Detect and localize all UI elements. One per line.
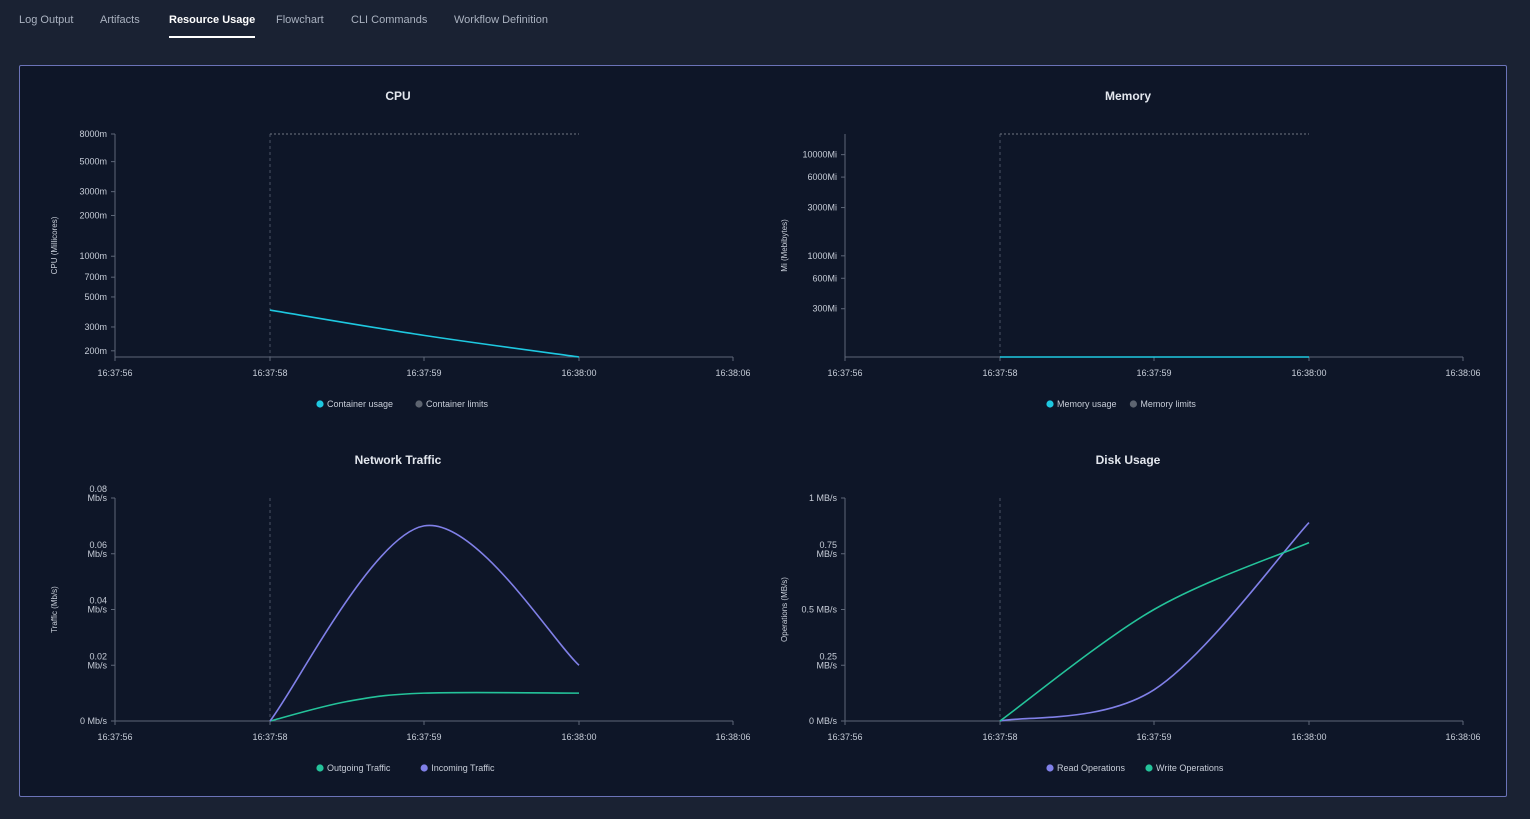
network-chart: Network Traffic Traffic (Mb/s) 0.08 Mb/s 0.0… <box>20 430 750 790</box>
memory-legend-swatch <box>1129 400 1137 408</box>
memory-title: Memory <box>1105 89 1151 103</box>
memory-chart: Memory Mi (Mebibytes) 10000Mi 6000Mi 3000Mi 1… <box>750 66 1480 426</box>
disk-y-tick-label: 0.75 MB/s <box>816 540 837 559</box>
network-y-axis-label: Traffic (Mb/s) <box>50 586 59 633</box>
disk-legend-item[interactable]: Write Operations <box>1156 763 1224 773</box>
tab-resource-usage[interactable]: Resource Usage <box>169 14 256 38</box>
memory-y-tick-label: 600Mi <box>812 273 837 283</box>
disk-legend-swatch <box>1046 764 1054 772</box>
cpu-x-tick-label: 16:38:06 <box>715 368 750 378</box>
memory-y-tick-label: 6000Mi <box>807 172 837 182</box>
network-series-line-outgoing-traffic <box>269 691 580 722</box>
cpu-series-line-container-usage <box>269 309 580 358</box>
network-y-tick-label: 0.04 Mb/s <box>87 596 107 615</box>
cpu-legend-swatch <box>316 400 324 408</box>
network-chart-svg: Network Traffic Traffic (Mb/s) 0.08 Mb/s 0.0… <box>50 453 750 773</box>
network-y-tick-label: 0.02 Mb/s <box>87 651 107 670</box>
disk-series-line-write-operations <box>999 541 1310 722</box>
cpu-y-tick-label: 2000m <box>79 210 107 220</box>
cpu-y-tick-label: 1000m <box>79 251 107 261</box>
network-y-tick-label: 0.06 Mb/s <box>87 540 107 559</box>
cpu-y-tick-label: 8000m <box>79 129 107 139</box>
memory-x-tick-label: 16:38:00 <box>1291 368 1326 378</box>
cpu-x-tick-label: 16:37:59 <box>406 368 441 378</box>
cpu-title: CPU <box>385 89 410 103</box>
disk-chart-svg: Disk Usage Operations (MB/s) 1 MB/s 0.75 MB/… <box>780 453 1480 773</box>
memory-y-tick-label: 300Mi <box>812 304 837 314</box>
cpu-chart: CPU CPU (Millicores) 8000m 5000m 3000m 2000m 1… <box>20 66 750 426</box>
network-title: Network Traffic <box>355 453 442 467</box>
cpu-y-tick-label: 3000m <box>79 187 107 197</box>
disk-title: Disk Usage <box>1096 453 1161 467</box>
disk-x-tick-label: 16:37:59 <box>1136 732 1171 742</box>
network-x-tick-label: 16:37:56 <box>97 732 132 742</box>
cpu-x-tick-label: 16:38:00 <box>561 368 596 378</box>
disk-x-tick-label: 16:38:06 <box>1445 732 1480 742</box>
network-x-tick-label: 16:38:06 <box>715 732 750 742</box>
cpu-legend-swatch <box>415 400 423 408</box>
network-legend-swatch <box>316 764 324 772</box>
memory-legend-swatch <box>1046 400 1054 408</box>
disk-x-tick-label: 16:37:58 <box>982 732 1017 742</box>
tab-artifacts[interactable]: Artifacts <box>100 14 140 26</box>
tab-log-output[interactable]: Log Output <box>19 14 74 26</box>
tab-flowchart[interactable]: Flowchart <box>276 14 324 26</box>
network-legend-item[interactable]: Outgoing Traffic <box>327 763 391 773</box>
disk-chart: Disk Usage Operations (MB/s) 1 MB/s 0.75 MB/… <box>750 430 1480 790</box>
memory-legend-item[interactable]: Memory limits <box>1140 399 1196 409</box>
cpu-legend-item[interactable]: Container usage <box>327 399 393 409</box>
memory-y-tick-label: 10000Mi <box>802 150 837 160</box>
disk-y-tick-label: 0.25 MB/s <box>816 651 837 670</box>
resource-usage-panel: CPU CPU (Millicores) 8000m 5000m 3000m 2000m 1… <box>19 65 1507 797</box>
disk-y-tick-label: 0 MB/s <box>809 716 838 726</box>
disk-y-tick-label: 1 MB/s <box>809 493 838 503</box>
memory-x-tick-label: 16:37:56 <box>827 368 862 378</box>
network-legend-swatch <box>420 764 428 772</box>
memory-chart-svg: Memory Mi (Mebibytes) 10000Mi 6000Mi 3000Mi 1… <box>780 89 1480 409</box>
cpu-y-tick-label: 200m <box>84 346 107 356</box>
network-series-line-incoming-traffic <box>269 524 580 722</box>
disk-y-tick-label: 0.5 MB/s <box>801 605 837 615</box>
cpu-x-tick-label: 16:37:58 <box>252 368 287 378</box>
disk-legend-item[interactable]: Read Operations <box>1057 763 1126 773</box>
network-legend-item[interactable]: Incoming Traffic <box>431 763 495 773</box>
memory-y-tick-label: 3000Mi <box>807 203 837 213</box>
memory-y-tick-label: 1000Mi <box>807 251 837 261</box>
disk-x-tick-label: 16:38:00 <box>1291 732 1326 742</box>
tab-cli-commands[interactable]: CLI Commands <box>351 14 428 26</box>
disk-x-tick-label: 16:37:56 <box>827 732 862 742</box>
cpu-y-tick-label: 300m <box>84 322 107 332</box>
disk-series-line-read-operations <box>999 521 1310 722</box>
network-x-tick-label: 16:37:58 <box>252 732 287 742</box>
network-y-tick-label: 0 Mb/s <box>80 716 108 726</box>
disk-y-axis-label: Operations (MB/s) <box>780 577 789 642</box>
network-x-tick-label: 16:38:00 <box>561 732 596 742</box>
cpu-y-tick-label: 5000m <box>79 157 107 167</box>
disk-legend-swatch <box>1145 764 1153 772</box>
memory-x-tick-label: 16:38:06 <box>1445 368 1480 378</box>
tab-workflow-definition[interactable]: Workflow Definition <box>454 14 548 26</box>
cpu-legend-item[interactable]: Container limits <box>426 399 489 409</box>
cpu-y-tick-label: 700m <box>84 272 107 282</box>
network-x-tick-label: 16:37:59 <box>406 732 441 742</box>
tab-bar: Log Output Artifacts Resource Usage Flow… <box>0 0 1530 44</box>
memory-x-tick-label: 16:37:59 <box>1136 368 1171 378</box>
cpu-x-tick-label: 16:37:56 <box>97 368 132 378</box>
memory-x-tick-label: 16:37:58 <box>982 368 1017 378</box>
memory-y-axis-label: Mi (Mebibytes) <box>780 219 789 272</box>
cpu-chart-svg: CPU CPU (Millicores) 8000m 5000m 3000m 2000m 1… <box>50 89 750 409</box>
cpu-y-axis-label: CPU (Millicores) <box>50 216 59 274</box>
memory-legend-item[interactable]: Memory usage <box>1057 399 1117 409</box>
network-y-tick-label: 0.08 Mb/s <box>87 484 107 503</box>
cpu-y-tick-label: 500m <box>84 292 107 302</box>
